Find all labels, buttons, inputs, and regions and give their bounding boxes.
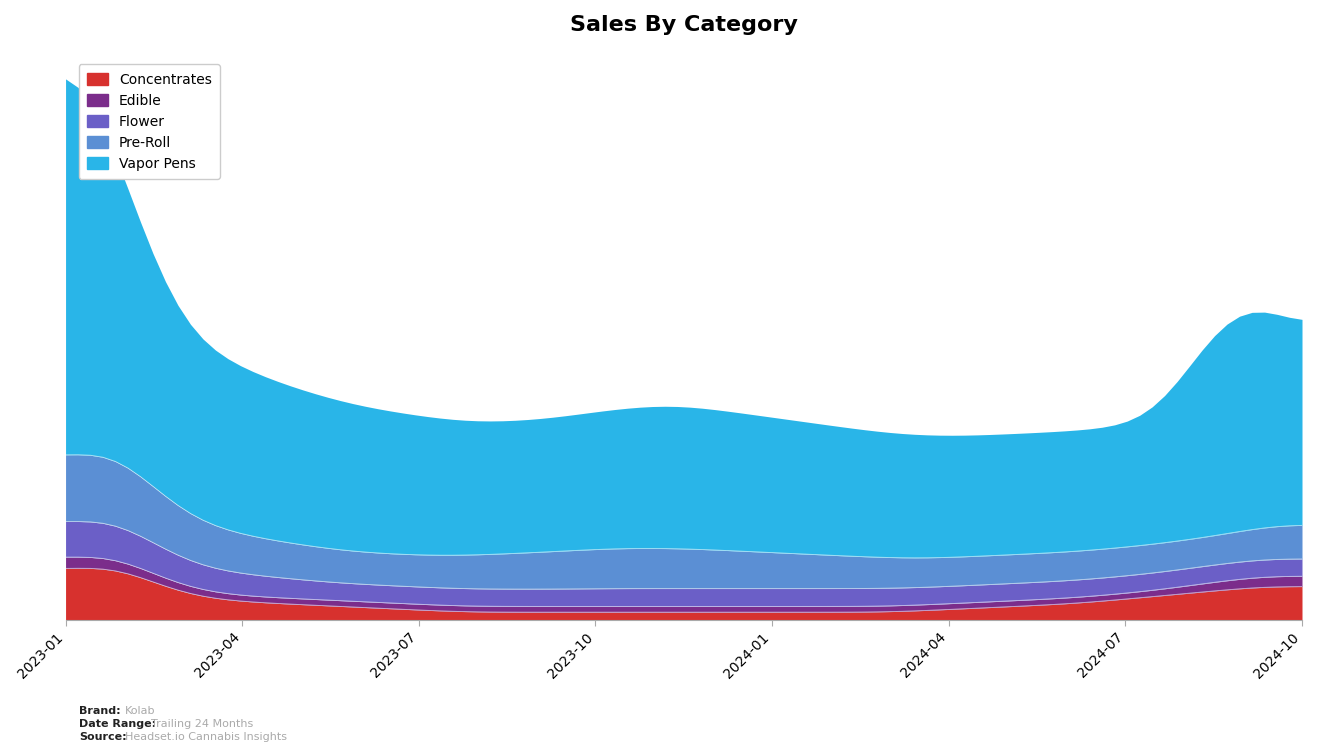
Text: Brand:: Brand: [79,706,121,717]
Text: Headset.io Cannabis Insights: Headset.io Cannabis Insights [125,732,287,742]
Title: Sales By Category: Sales By Category [570,15,798,35]
Text: Date Range:: Date Range: [79,719,157,729]
Legend: Concentrates, Edible, Flower, Pre-Roll, Vapor Pens: Concentrates, Edible, Flower, Pre-Roll, … [79,64,220,179]
Text: Trailing 24 Months: Trailing 24 Months [151,719,254,729]
Text: Source:: Source: [79,732,126,742]
Text: Kolab: Kolab [125,706,155,717]
